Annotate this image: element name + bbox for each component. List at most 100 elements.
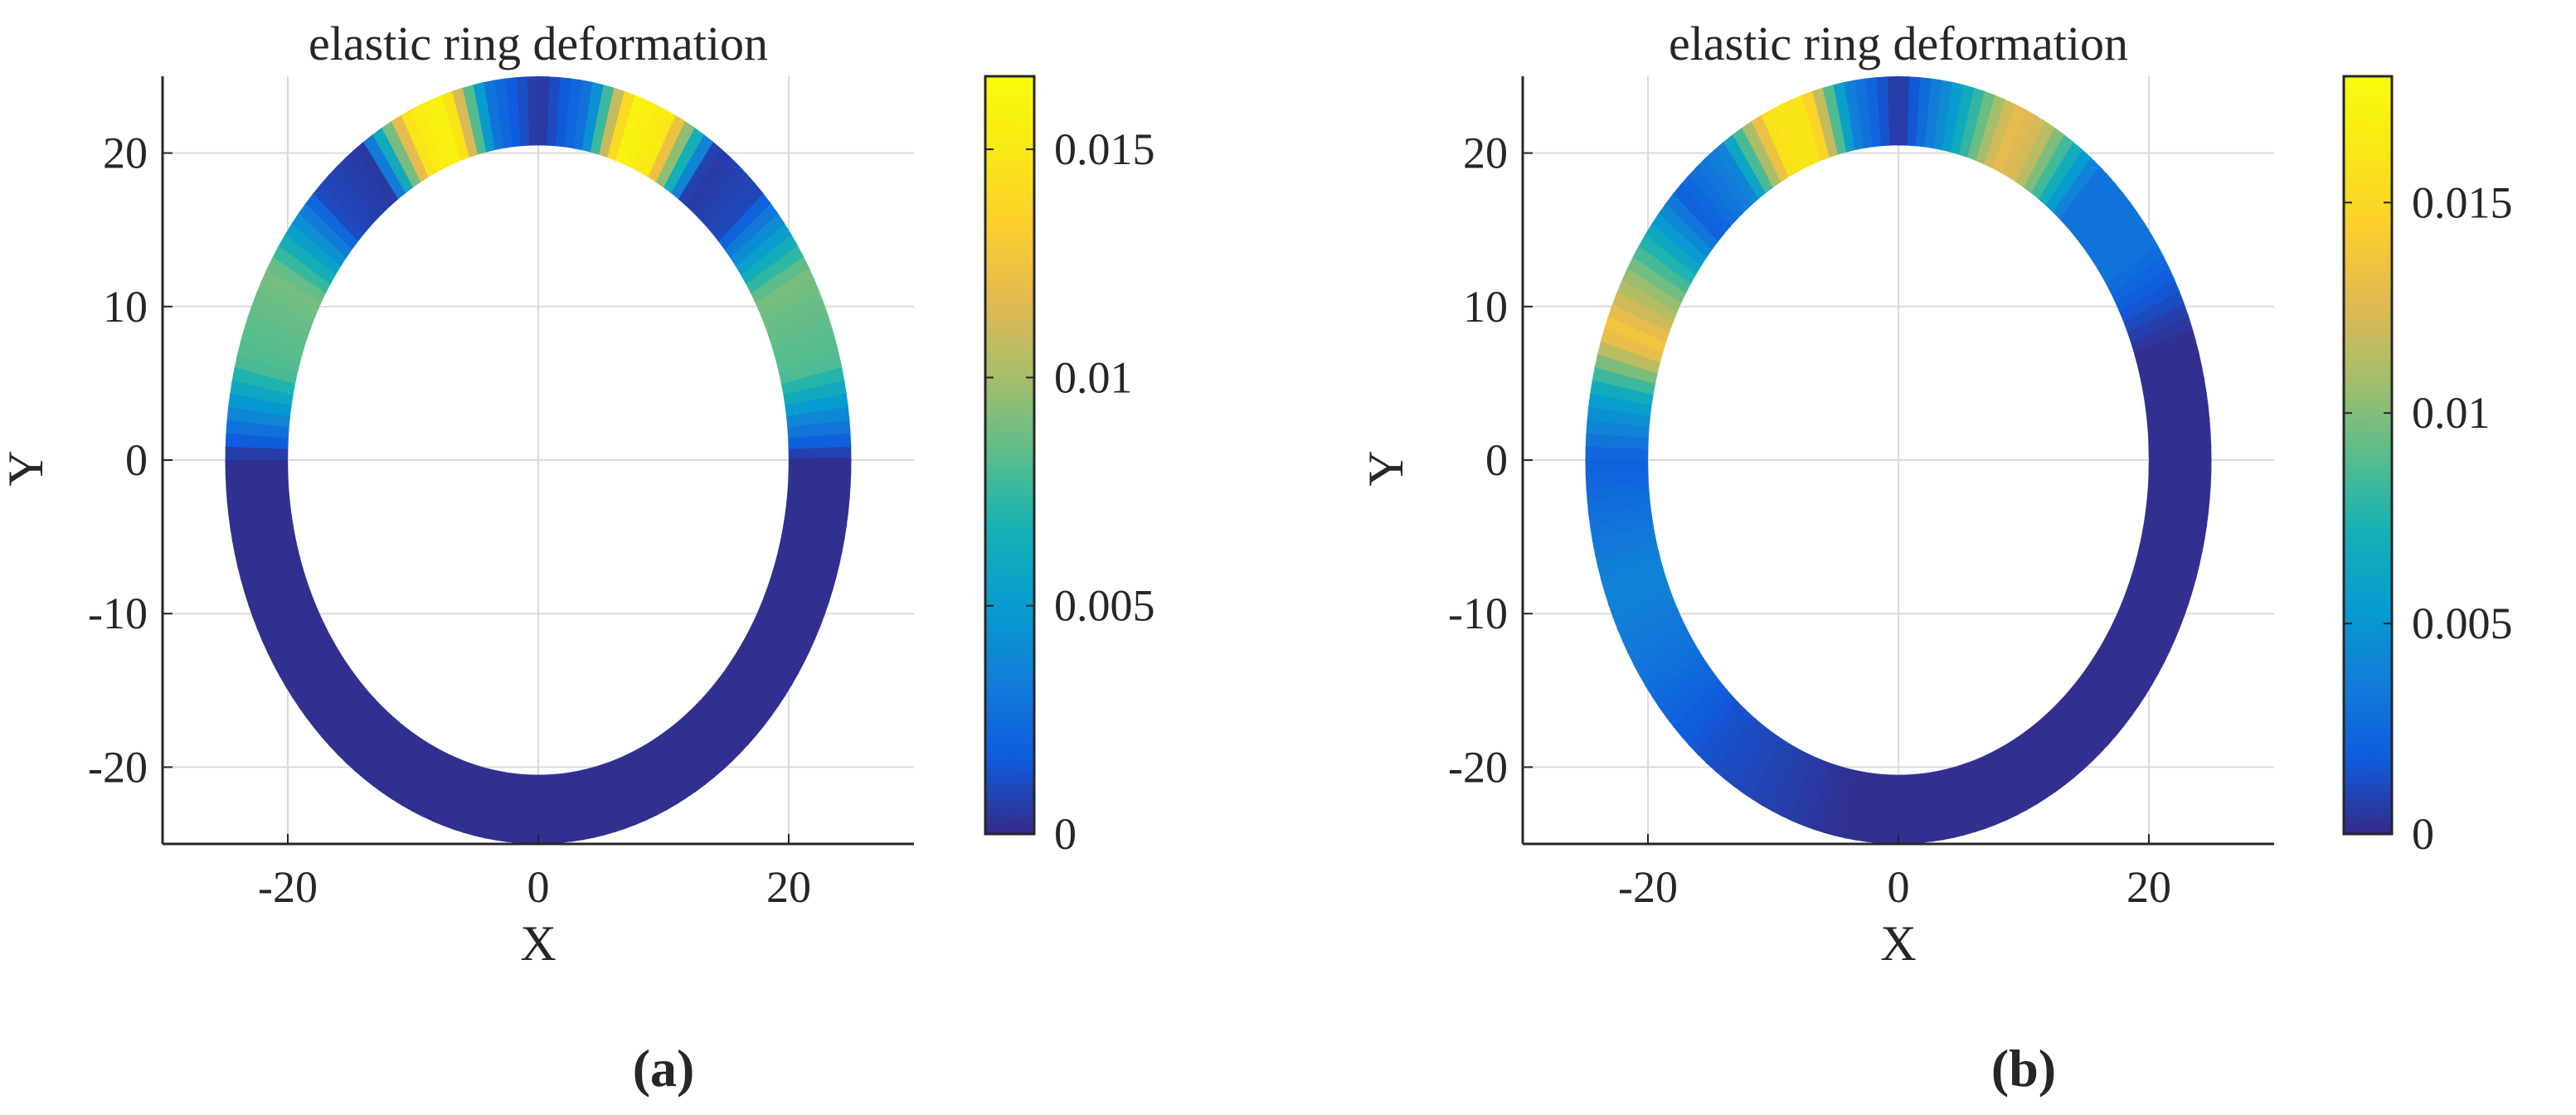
ring-segment (352, 142, 399, 207)
ring-segment (305, 671, 360, 729)
y-tick-label: 10 (103, 282, 148, 332)
ring-segment (1811, 762, 1840, 833)
ring-segment (1924, 771, 1944, 842)
ring-segment (2044, 148, 2092, 212)
ring-segment (226, 492, 291, 516)
ring-segment (1887, 774, 1901, 844)
ring-segment (588, 84, 615, 155)
ring-segment (298, 662, 353, 719)
ring-segment (240, 557, 304, 594)
ring-segment (662, 126, 705, 194)
ring-segment (2058, 164, 2108, 226)
ring-segment (1982, 98, 2016, 168)
ring-segment (1990, 103, 2026, 173)
ring-segment (1742, 732, 1782, 801)
ring-segment (267, 617, 327, 666)
ring-segment (2101, 634, 2160, 686)
ring-deformation (1585, 76, 2212, 844)
ring-segment (284, 223, 342, 277)
ring-segment (277, 234, 336, 286)
ring-segment (1876, 773, 1892, 844)
ring-segment (766, 302, 829, 342)
ring-segment (335, 158, 385, 221)
ring-segment (1592, 525, 1656, 555)
ring-segment (226, 482, 289, 503)
ring-segment (536, 76, 550, 146)
ring-segment (2015, 731, 2057, 799)
ring-segment (2100, 232, 2158, 284)
ring-segment (1896, 76, 1910, 146)
ring-segment (1664, 193, 1718, 251)
x-tick-label: 20 (766, 862, 811, 912)
ring-segment (244, 567, 307, 607)
ring-segment (1612, 588, 1674, 631)
ring-segment (361, 134, 406, 201)
ring-segment (1607, 303, 1670, 344)
ring-segment (1713, 142, 1759, 207)
ring-segment (2052, 700, 2102, 763)
ring-segment (1833, 768, 1857, 839)
ring-segment (320, 686, 372, 747)
ring-segment (2066, 685, 2117, 746)
ring-segment (669, 133, 714, 200)
ring-segment (247, 303, 310, 344)
ring-segment (2119, 596, 2181, 641)
ring-segment (1600, 557, 1664, 594)
colorbar-tick-label: 0.015 (1054, 124, 1155, 174)
ring-segment (1957, 87, 1985, 158)
ring-segment (2077, 191, 2131, 250)
ring-segment (639, 108, 676, 177)
ring-segment (1597, 341, 1660, 376)
ring-segment (228, 503, 292, 530)
ring-segment (1680, 686, 1733, 747)
ring-segment (1831, 82, 1855, 153)
ring-segment (493, 78, 513, 149)
ring-segment (766, 576, 829, 617)
ring-segment (556, 773, 573, 843)
ring-segment (297, 203, 352, 259)
ring-segment (1592, 366, 1655, 397)
ring-segment (741, 634, 800, 686)
ring-segment (2115, 606, 2176, 652)
ring-segment (2000, 742, 2038, 811)
ring-segment (482, 80, 503, 151)
ring-segment (1984, 751, 2018, 822)
ring-segment (1779, 99, 1813, 169)
ring-segment (704, 173, 756, 234)
ring-segment (2136, 545, 2200, 579)
ring-segment (2095, 643, 2153, 697)
ring-segment (1905, 76, 1921, 147)
ring-segment (1616, 279, 1678, 324)
y-tick-label: 0 (1485, 435, 1508, 485)
ring-segment (372, 726, 415, 794)
ring-segment (240, 328, 304, 365)
ring-segment (271, 245, 331, 295)
ring-segment (401, 743, 438, 812)
ring-segment (788, 468, 852, 487)
ring-segment (632, 746, 668, 817)
ring-segment (1853, 78, 1873, 149)
x-tick-label: 20 (2126, 862, 2171, 912)
ring-segment (1771, 747, 1806, 817)
ring-segment (706, 685, 757, 746)
ring-segment (758, 278, 820, 322)
ring-segment (773, 326, 837, 363)
ring-segment (234, 354, 298, 386)
ring-segment (2072, 677, 2126, 737)
ring-segment (1597, 546, 1661, 581)
ring-segment (564, 771, 584, 842)
ring-segment (1658, 662, 1713, 719)
ring-segment (1791, 755, 1823, 827)
ring-segment (391, 738, 430, 807)
ring-segment (614, 94, 646, 165)
ring-segment (2143, 512, 2208, 541)
ring-segment (1974, 94, 2006, 165)
ring-segment (2141, 523, 2205, 554)
ring-segment (1639, 636, 1697, 688)
x-axis-label: X (1880, 916, 1916, 971)
ring-segment (2006, 114, 2046, 182)
colorbar-tick-label: 0 (2412, 809, 2434, 859)
ring-segment (252, 588, 314, 631)
colorbar: 0 0.005 0.01 0.015 (984, 75, 1155, 859)
ring-segment (1822, 765, 1849, 836)
